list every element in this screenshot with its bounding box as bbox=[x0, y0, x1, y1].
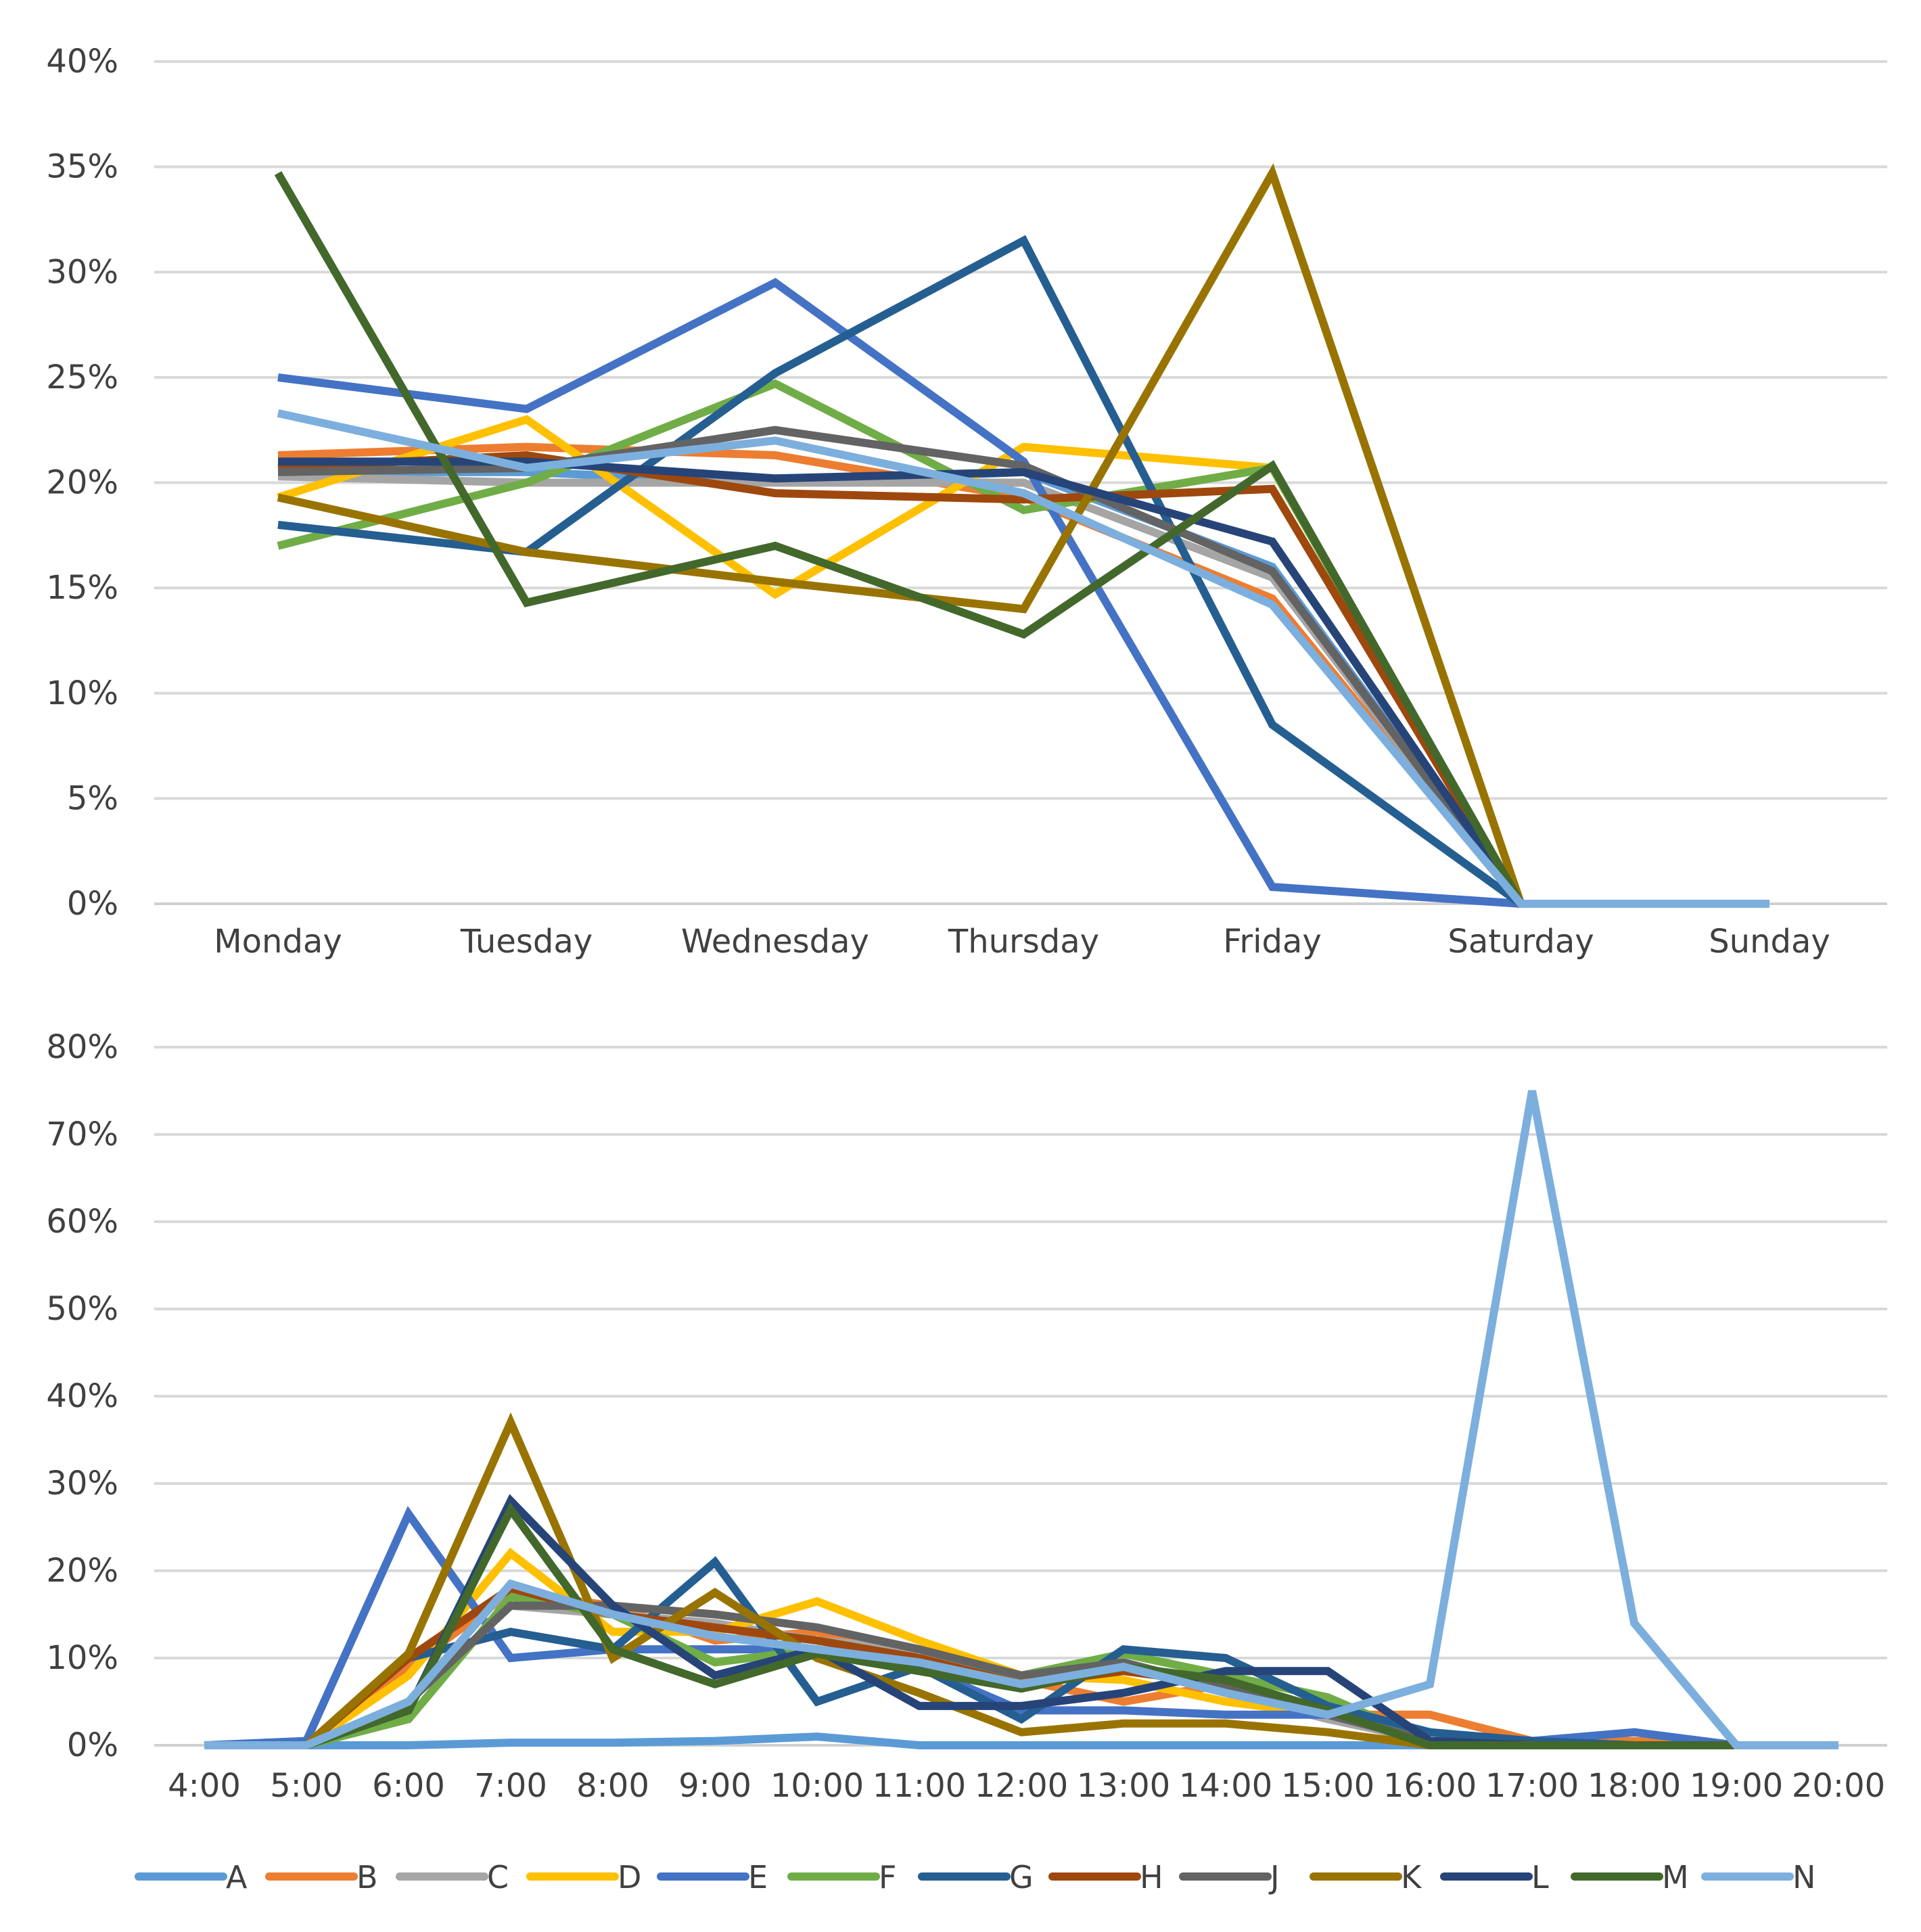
y-tick-label: 30% bbox=[46, 1465, 118, 1502]
legend-label: E bbox=[748, 1859, 768, 1895]
x-tick-label: Friday bbox=[1223, 923, 1321, 961]
series-line-g bbox=[277, 235, 1769, 908]
series-line-n bbox=[204, 1090, 1838, 1749]
legend-label: N bbox=[1792, 1859, 1815, 1895]
x-tick-label: 17:00 bbox=[1485, 1767, 1579, 1805]
x-tick-label: Tuesday bbox=[460, 923, 593, 961]
x-tick-label: Wednesday bbox=[681, 923, 869, 961]
series-line-n bbox=[277, 409, 1769, 908]
series-line-b bbox=[277, 442, 1769, 908]
x-tick-label: 9:00 bbox=[678, 1767, 751, 1805]
y-tick-label: 20% bbox=[46, 464, 118, 502]
y-tick-label: 70% bbox=[46, 1116, 118, 1153]
y-tick-label: 10% bbox=[46, 1639, 118, 1677]
legend-label: G bbox=[1009, 1859, 1034, 1895]
y-tick-label: 0% bbox=[67, 885, 118, 923]
series-line-e bbox=[277, 277, 1769, 908]
series-line-l bbox=[278, 457, 1769, 908]
x-tick-label: 10:00 bbox=[770, 1767, 864, 1805]
legend-label: H bbox=[1140, 1859, 1163, 1895]
x-tick-label: Thursday bbox=[948, 923, 1099, 961]
y-tick-label: 25% bbox=[46, 359, 118, 396]
series-line-h bbox=[277, 451, 1769, 908]
legend-label: A bbox=[226, 1859, 248, 1895]
x-tick-label: 18:00 bbox=[1588, 1767, 1681, 1805]
x-tick-label: 4:00 bbox=[168, 1767, 241, 1805]
x-tick-label: 15:00 bbox=[1281, 1767, 1374, 1805]
y-tick-label: 35% bbox=[46, 148, 118, 186]
y-tick-label: 30% bbox=[46, 253, 118, 291]
series-line-m bbox=[274, 170, 1769, 908]
y-tick-label: 40% bbox=[46, 43, 118, 80]
series-line-c bbox=[277, 472, 1769, 908]
x-tick-label: Monday bbox=[214, 923, 342, 961]
x-tick-label: 8:00 bbox=[576, 1767, 649, 1805]
y-tick-label: 20% bbox=[46, 1552, 118, 1590]
x-tick-label: Sunday bbox=[1709, 923, 1830, 961]
x-tick-label: 19:00 bbox=[1690, 1767, 1783, 1805]
x-tick-label: 11:00 bbox=[873, 1767, 966, 1805]
x-tick-label: 7:00 bbox=[474, 1767, 547, 1805]
x-tick-label: 12:00 bbox=[975, 1767, 1068, 1805]
legend-label: L bbox=[1531, 1859, 1549, 1895]
legend-label: B bbox=[356, 1859, 378, 1895]
legend-label: M bbox=[1662, 1859, 1689, 1895]
x-tick-label: 16:00 bbox=[1383, 1767, 1477, 1805]
x-tick-label: 6:00 bbox=[372, 1767, 445, 1805]
series-line-m bbox=[204, 1502, 1838, 1749]
legend-label: D bbox=[618, 1859, 641, 1895]
y-tick-label: 60% bbox=[46, 1203, 118, 1241]
x-tick-label: 13:00 bbox=[1077, 1767, 1170, 1805]
series-line-a bbox=[278, 467, 1769, 908]
y-tick-label: 5% bbox=[67, 779, 118, 817]
y-tick-label: 10% bbox=[46, 674, 118, 712]
weekday-line-chart: 0% 5% 10% 15% 20% 25% 30% 35% 40% Monday Tuesday We… bbox=[46, 43, 1887, 961]
x-tick-label: 20:00 bbox=[1792, 1767, 1885, 1805]
series-line-k bbox=[204, 1412, 1838, 1749]
hourly-line-chart: 0% 10% 20% 30% 40% 50% 60% 70% 80% 4:00 5:00 6:00 7:… bbox=[46, 1028, 1887, 1805]
legend-label: K bbox=[1401, 1859, 1422, 1895]
legend-label: C bbox=[487, 1859, 509, 1895]
y-tick-label: 15% bbox=[46, 569, 118, 607]
y-tick-label: 80% bbox=[46, 1028, 118, 1066]
legend-label: F bbox=[879, 1859, 896, 1895]
legend-label: J bbox=[1268, 1859, 1280, 1895]
y-tick-label: 0% bbox=[67, 1726, 118, 1764]
y-tick-label: 40% bbox=[46, 1377, 118, 1415]
x-tick-label: 5:00 bbox=[270, 1767, 343, 1805]
series-line-k bbox=[277, 163, 1769, 908]
x-tick-label: Saturday bbox=[1448, 923, 1594, 961]
x-tick-label: 14:00 bbox=[1179, 1767, 1272, 1805]
y-tick-label: 50% bbox=[46, 1290, 118, 1328]
